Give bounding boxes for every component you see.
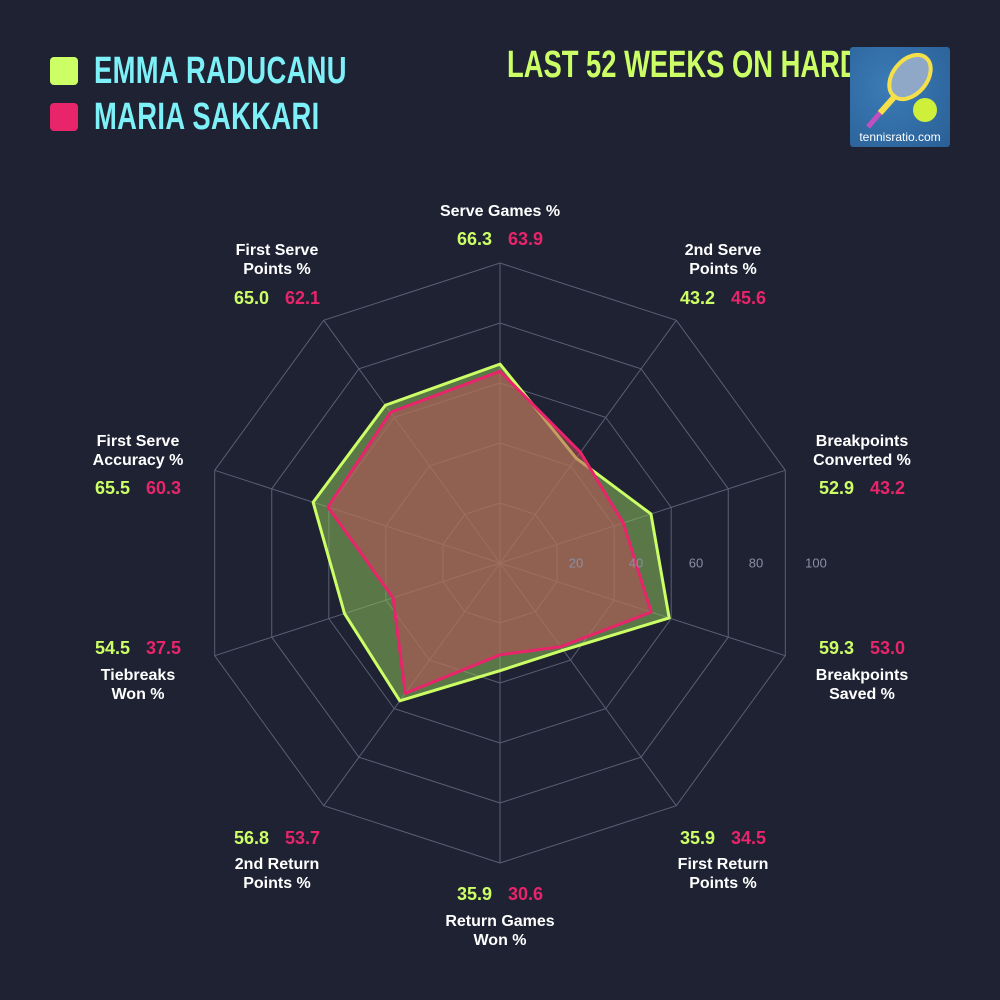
data-label-raducanu: 35.9	[679, 828, 715, 848]
legend-swatch	[50, 103, 78, 131]
legend-label: EMMA RADUCANU	[94, 49, 347, 92]
axis-label-line: First Serve	[235, 242, 319, 259]
data-label-sakkari: 62.1	[285, 288, 321, 308]
axis-values: 66.3 63.9	[457, 229, 543, 250]
data-label-sakkari: 43.2	[870, 478, 906, 498]
axis-label: First Serve Points %	[236, 241, 319, 279]
data-label-raducanu: 66.3	[456, 229, 492, 249]
tennis-racket-ball-icon	[866, 52, 937, 129]
legend-item-sakkari: MARIA SAKKARI	[50, 94, 445, 140]
data-label-sakkari: 60.3	[146, 478, 182, 498]
radial-tick-label: 40	[628, 555, 644, 571]
axis-values: 65.5 60.3	[95, 478, 181, 499]
data-label-sakkari: 53.0	[870, 638, 906, 658]
data-label-sakkari: 63.9	[508, 229, 544, 249]
axis-values: 56.8 53.7	[234, 828, 320, 849]
axis-values: 35.9 34.5	[680, 828, 766, 849]
axis-label-line: Saved %	[829, 686, 895, 703]
axis-label: 2nd Return Points %	[235, 855, 319, 893]
data-label-raducanu: 65.0	[233, 288, 269, 308]
axis-label-line: Won %	[111, 686, 165, 703]
axis-label: Serve Games %	[440, 202, 560, 221]
radial-tick-label: 80	[748, 555, 764, 571]
axis-values: 35.9 30.6	[457, 884, 543, 905]
axis-label-line: Points %	[689, 875, 757, 892]
axis-label: 2nd Serve Points %	[685, 241, 761, 279]
axis-label-line: First Serve	[96, 433, 180, 450]
axis-values: 54.5 37.5	[95, 638, 181, 659]
axis-label-line: Breakpoints	[815, 667, 909, 684]
axis-label: Breakpoints Converted %	[813, 432, 911, 470]
legend-label: MARIA SAKKARI	[94, 95, 320, 138]
radial-tick-label: 100	[805, 555, 827, 571]
axis-label-line: Won %	[473, 932, 527, 949]
data-label-sakkari: 53.7	[285, 828, 321, 848]
data-label-sakkari: 45.6	[731, 288, 767, 308]
radial-tick-label: 20	[568, 555, 584, 571]
data-label-raducanu: 52.9	[818, 478, 854, 498]
data-label-sakkari: 30.6	[508, 884, 544, 904]
axis-label-line: First Return	[677, 856, 769, 873]
axis-label-line: Points %	[689, 261, 757, 278]
data-label-raducanu: 54.5	[94, 638, 130, 658]
radial-tick-label: 60	[688, 555, 704, 571]
axis-label-line: 2nd Return	[234, 856, 320, 873]
axis-values: 59.3 53.0	[819, 638, 905, 659]
legend-item-raducanu: EMMA RADUCANU	[50, 48, 445, 94]
axis-label: Return Games Won %	[445, 912, 554, 950]
chart-title: LAST 52 WEEKS ON HARD	[507, 44, 860, 86]
axis-label-line: Return Games	[445, 913, 555, 930]
legend: EMMA RADUCANU MARIA SAKKARI	[50, 48, 445, 140]
logo: tennisratio.com	[850, 47, 950, 147]
data-label-raducanu: 43.2	[679, 288, 715, 308]
data-label-raducanu: 59.3	[818, 638, 854, 658]
axis-label-line: Points %	[243, 261, 311, 278]
axis-label-line: Accuracy %	[92, 452, 184, 469]
axis-label-line: Points %	[243, 875, 311, 892]
data-label-raducanu: 65.5	[94, 478, 130, 498]
axis-label-line: Breakpoints	[815, 433, 909, 450]
axis-label: Tiebreaks Won %	[101, 666, 175, 704]
axis-values: 43.2 45.6	[680, 288, 766, 309]
axis-label: Breakpoints Saved %	[816, 666, 908, 704]
axis-values: 65.0 62.1	[234, 288, 320, 309]
data-label-sakkari: 37.5	[146, 638, 182, 658]
axis-label-line: Tiebreaks	[100, 667, 176, 684]
data-label-raducanu: 56.8	[233, 828, 269, 848]
axis-label-line: Converted %	[813, 452, 911, 469]
axis-label: First Return Points %	[678, 855, 769, 893]
axis-label: First Serve Accuracy %	[93, 432, 184, 470]
axis-label-line: 2nd Serve	[684, 242, 762, 259]
data-label-raducanu: 35.9	[456, 884, 492, 904]
axis-values: 52.9 43.2	[819, 478, 905, 499]
logo-text: tennisratio.com	[859, 130, 941, 144]
data-label-sakkari: 34.5	[731, 828, 767, 848]
series-area-sakkari	[326, 369, 653, 695]
legend-swatch	[50, 57, 78, 85]
axis-label-line: Serve Games %	[439, 203, 561, 220]
